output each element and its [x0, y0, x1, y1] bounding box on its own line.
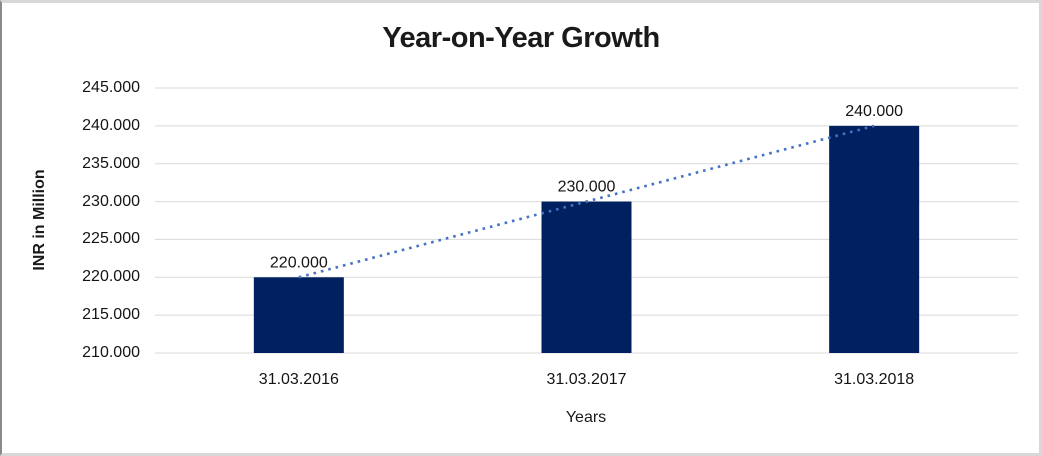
x-tick-label: 31.03.2017 — [546, 371, 627, 388]
trendline — [298, 124, 875, 279]
y-tick-label: 240.000 — [82, 116, 140, 134]
y-tick-label: 215.000 — [82, 306, 140, 324]
value-label: 220.000 — [270, 254, 328, 271]
y-tick-label: 210.000 — [82, 344, 140, 361]
x-tick-label: 31.03.2018 — [834, 371, 915, 388]
value-label: 230.000 — [558, 179, 616, 196]
value-label: 240.000 — [845, 103, 903, 120]
chart-title: Year-on-Year Growth — [382, 22, 660, 54]
y-tick-label: 225.000 — [82, 230, 140, 248]
y-tick-label: 235.000 — [82, 154, 140, 172]
bar — [829, 125, 920, 353]
bar — [253, 277, 344, 353]
y-tick-label: 245.000 — [82, 79, 140, 96]
y-tick-label: 220.000 — [82, 268, 140, 286]
x-tick-label: 31.03.2016 — [258, 371, 339, 388]
bar — [541, 201, 632, 353]
x-axis-title: Years — [565, 409, 607, 426]
y-tick-label: 230.000 — [82, 192, 140, 210]
